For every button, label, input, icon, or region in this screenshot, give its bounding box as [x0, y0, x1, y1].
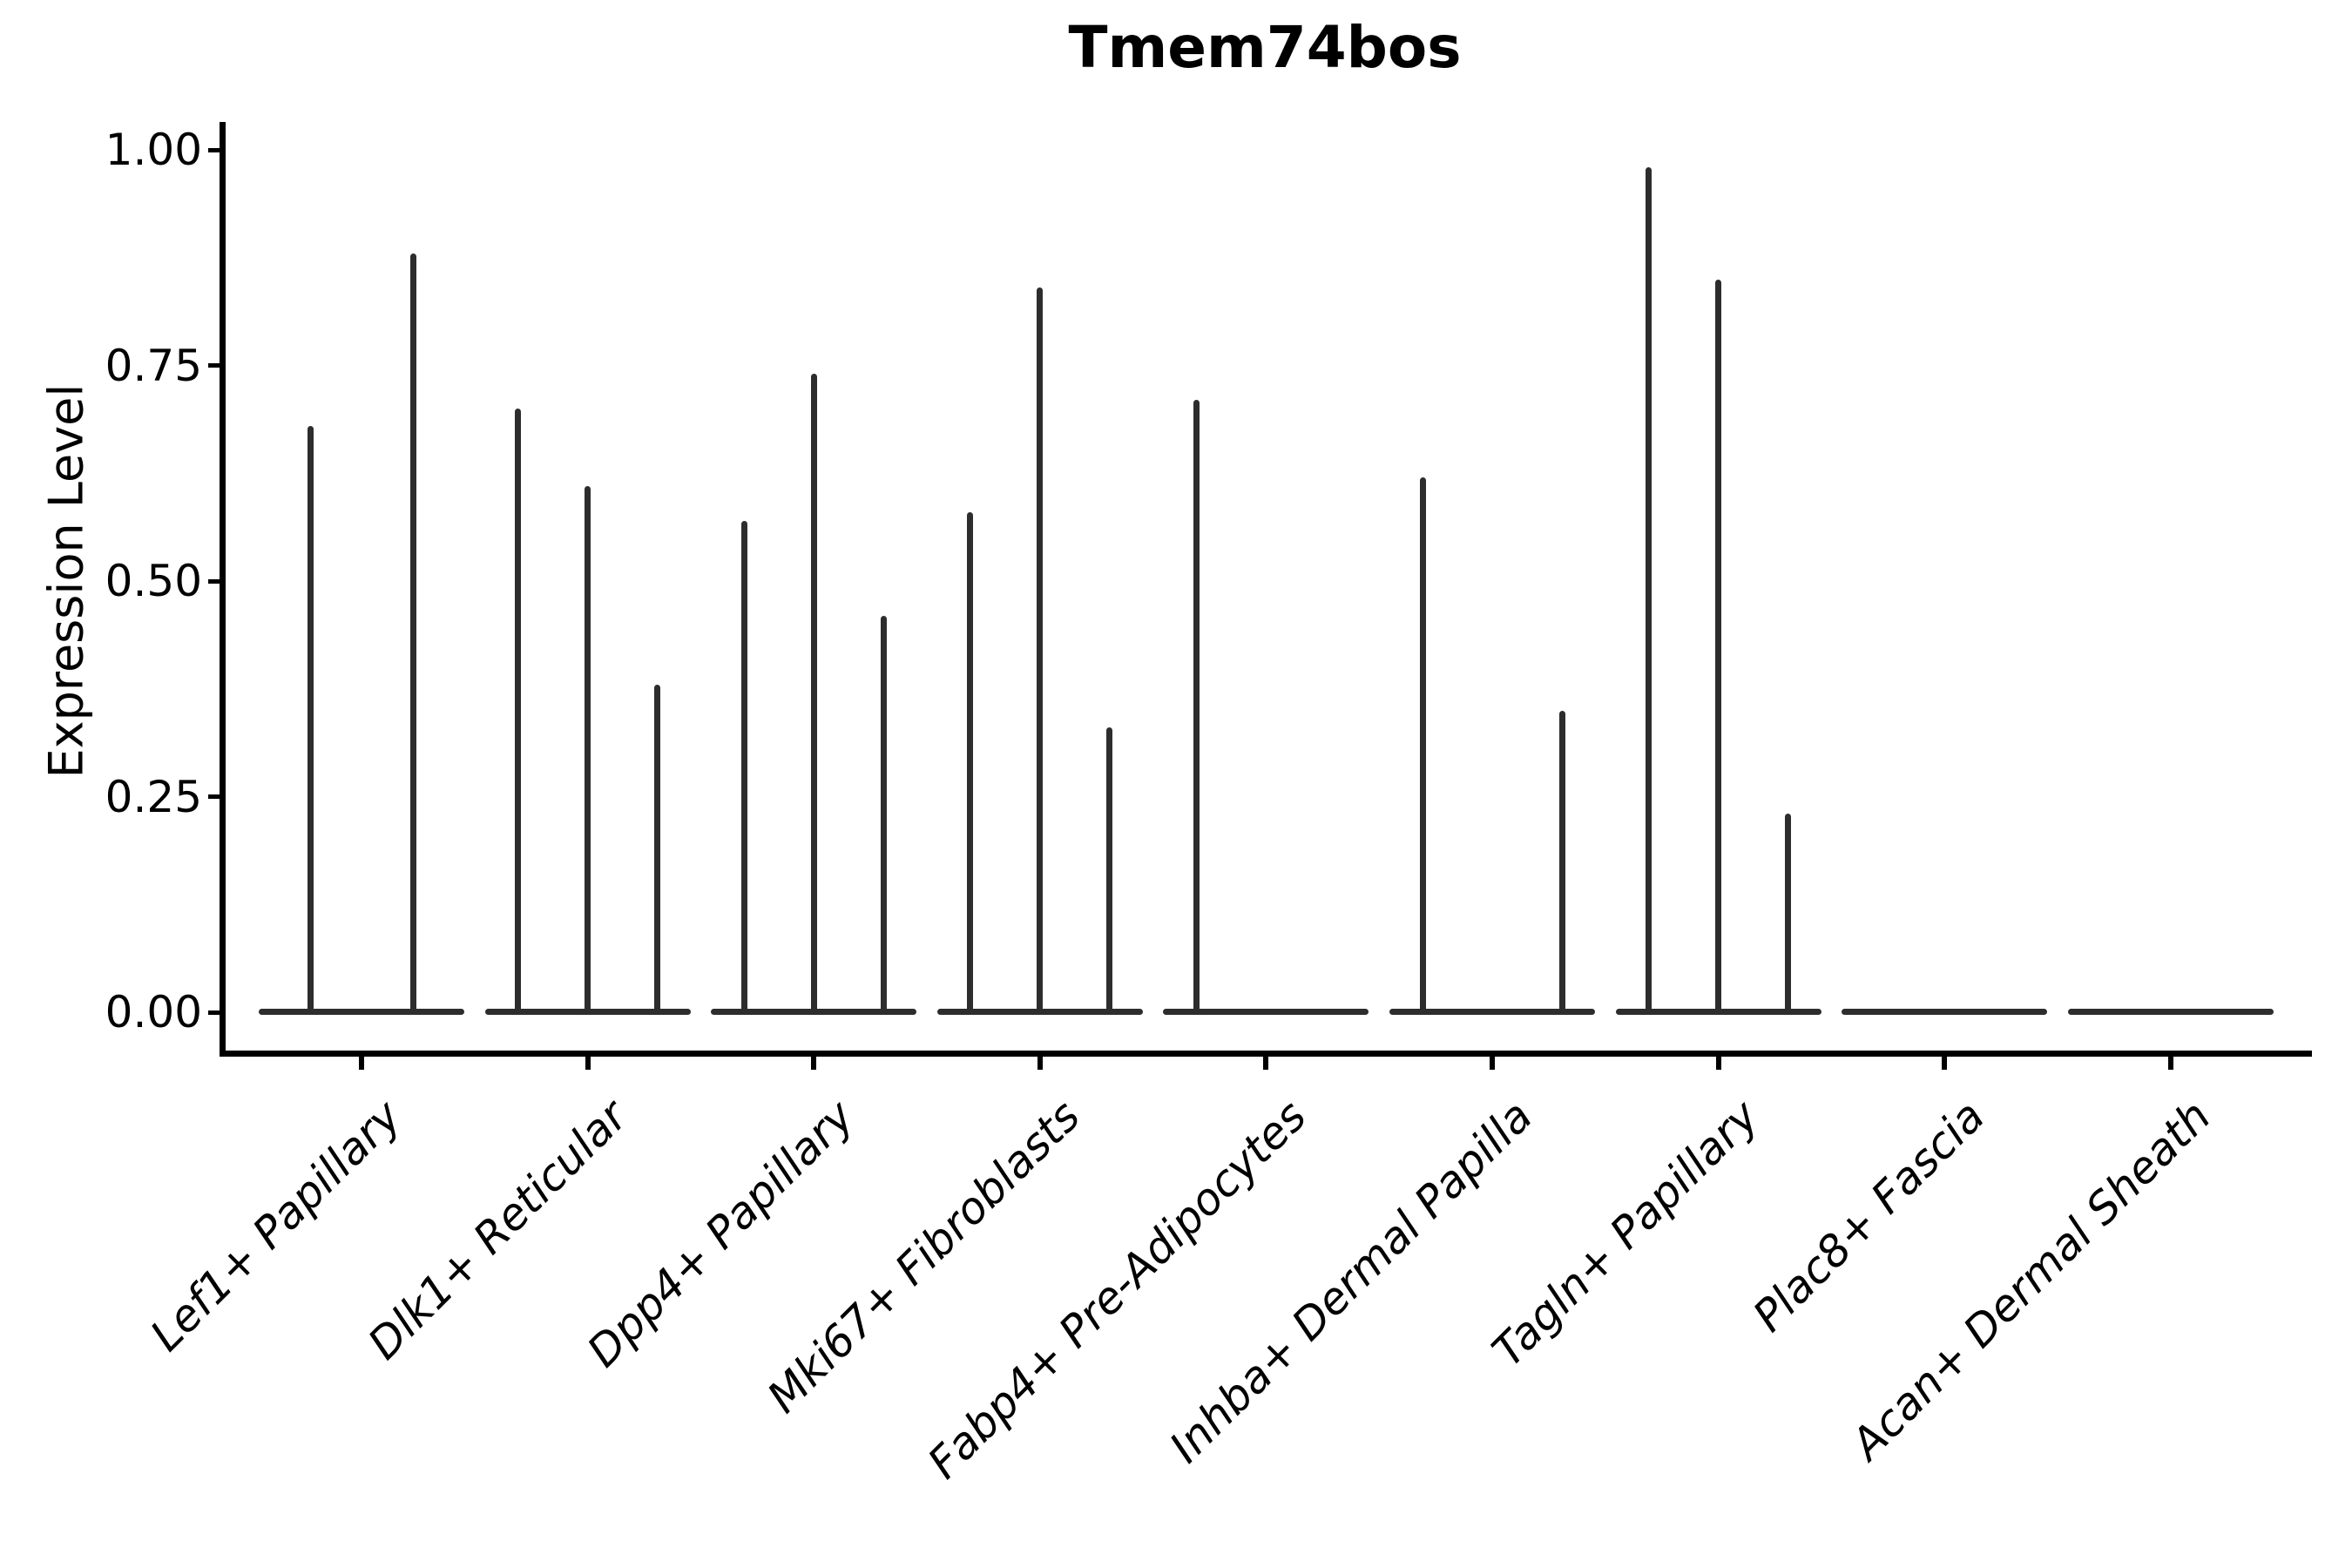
x-tick-mark	[1490, 1057, 1495, 1070]
violin-spike	[1106, 727, 1113, 1015]
violin-baseline	[1389, 1009, 1595, 1015]
violin-baseline	[259, 1009, 464, 1015]
y-tick-label: 0.00	[105, 987, 202, 1037]
violin-baseline	[2067, 1009, 2274, 1015]
violin-spike	[1193, 400, 1200, 1015]
violin-spike	[585, 486, 591, 1015]
x-tick-mark	[1037, 1057, 1043, 1070]
violin-spike	[1785, 814, 1792, 1015]
y-tick-label: 1.00	[105, 125, 202, 175]
violin-baseline	[1842, 1009, 2048, 1015]
violin-spike	[1419, 477, 1426, 1015]
x-category-label: Fabp4+ Pre-Adipocytes	[917, 1091, 1316, 1489]
x-tick-mark	[585, 1057, 591, 1070]
y-axis-spine	[220, 122, 226, 1057]
x-tick-mark	[811, 1057, 817, 1070]
x-tick-mark	[1263, 1057, 1269, 1070]
violin-spike	[1646, 166, 1652, 1015]
x-tick-mark	[1715, 1057, 1721, 1070]
violin-spike	[307, 425, 314, 1015]
violin-spike	[1037, 287, 1044, 1015]
y-tick-mark	[208, 1010, 220, 1015]
y-tick-label: 0.50	[105, 556, 202, 606]
y-tick-mark	[208, 147, 220, 152]
chart-title: Tmem74bos	[1068, 14, 1462, 81]
x-category-label: Plac8+ Fascia	[1743, 1091, 1995, 1342]
x-axis-spine	[220, 1051, 2312, 1057]
violin-spike	[810, 374, 817, 1015]
violin-spike	[967, 511, 974, 1015]
violin-spike	[515, 409, 522, 1015]
x-category-label: Inhba+ Dermal Papilla	[1159, 1091, 1543, 1473]
x-category-label: Acan+ Dermal Sheath	[1842, 1091, 2220, 1470]
violin-spike	[740, 520, 747, 1015]
x-tick-mark	[2167, 1057, 2173, 1070]
violin-spike	[1715, 279, 1722, 1015]
y-axis-label: Expression Level	[38, 383, 94, 779]
y-tick-mark	[208, 363, 220, 368]
violin-baseline	[1163, 1009, 1369, 1015]
y-tick-label: 0.75	[105, 340, 202, 391]
violin-spike	[409, 253, 416, 1015]
y-tick-mark	[208, 578, 220, 584]
x-tick-mark	[1942, 1057, 1948, 1070]
x-tick-mark	[359, 1057, 364, 1070]
violin-spike	[654, 684, 661, 1015]
violin-spike	[1558, 710, 1565, 1015]
y-tick-mark	[208, 794, 220, 799]
violin-spike	[880, 615, 887, 1015]
y-tick-label: 0.25	[105, 771, 202, 822]
